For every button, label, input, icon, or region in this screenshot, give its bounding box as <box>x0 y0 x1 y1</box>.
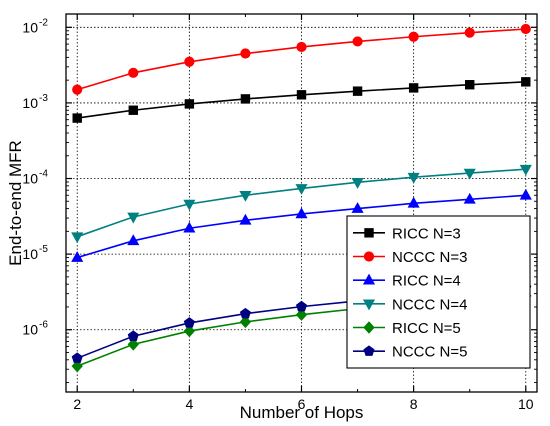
legend-box <box>346 215 531 369</box>
data-point <box>519 188 532 200</box>
data-point <box>127 212 140 224</box>
data-point <box>183 317 195 328</box>
legend-label: NCCC N=5 <box>392 344 467 361</box>
legend-item: RICC N=4 <box>353 273 461 290</box>
y-tick-label: 10 <box>22 95 38 111</box>
data-point <box>71 232 84 244</box>
data-point <box>407 172 420 184</box>
legend-label: NCCC N=4 <box>392 296 467 313</box>
data-point <box>463 168 476 180</box>
data-point <box>240 94 251 104</box>
data-point <box>352 36 363 47</box>
data-point <box>239 213 252 225</box>
data-point <box>184 56 195 67</box>
legend-label: RICC N=5 <box>392 320 461 337</box>
data-point <box>72 84 83 95</box>
legend-label: RICC N=4 <box>392 273 461 290</box>
data-point <box>464 27 475 38</box>
y-tick-label: 10 <box>22 171 38 187</box>
data-point <box>239 315 252 329</box>
data-point <box>240 48 251 59</box>
x-tick-label: 6 <box>298 396 306 412</box>
data-point <box>521 77 531 87</box>
legend-label: NCCC N=3 <box>392 249 467 266</box>
x-tick-label: 2 <box>73 396 81 412</box>
legend-marker <box>363 345 375 356</box>
data-point <box>127 234 140 246</box>
y-tick-label: 10 <box>22 246 38 262</box>
data-point <box>71 251 84 262</box>
legend-label: RICC N=3 <box>392 225 461 242</box>
y-tick-base: 10 <box>22 95 38 111</box>
data-point <box>72 113 82 123</box>
data-point <box>408 31 419 42</box>
legend-item: NCCC N=5 <box>353 344 467 361</box>
data-point <box>295 184 308 195</box>
data-point <box>296 90 307 100</box>
y-tick-base: 10 <box>22 322 38 338</box>
data-point <box>239 190 252 202</box>
data-point <box>519 164 532 176</box>
legend: RICC N=3 NCCC N=3 RICC N=4 NCCC N=4 RICC N=5… <box>346 215 531 369</box>
series-nccc-n-3 <box>72 23 531 95</box>
y-tick-exponent: -6 <box>39 320 48 331</box>
data-point <box>239 307 251 319</box>
data-point <box>71 359 83 373</box>
legend-marker <box>364 228 374 238</box>
y-tick-exponent: -4 <box>39 169 48 180</box>
data-point <box>408 83 419 93</box>
legend-item: NCCC N=3 <box>353 249 467 266</box>
data-point <box>351 178 364 189</box>
legend-marker <box>363 321 375 334</box>
legend-item: RICC N=3 <box>353 225 461 242</box>
data-point <box>128 105 138 115</box>
data-point <box>128 67 139 78</box>
series-ricc-n-3 <box>72 77 531 123</box>
data-point <box>183 221 196 233</box>
x-tick-label: 10 <box>518 396 534 412</box>
y-tick-exponent: -5 <box>39 244 48 255</box>
y-tick-label: 10 <box>22 322 38 338</box>
legend-marker <box>363 251 375 262</box>
data-point <box>295 308 308 321</box>
data-point <box>465 80 475 90</box>
data-point <box>351 202 364 213</box>
y-axis-title: End-to-end MFR <box>6 140 25 266</box>
data-point <box>520 23 531 35</box>
y-tick-base: 10 <box>22 19 38 35</box>
x-axis-title: Number of Hops <box>240 403 364 422</box>
data-point <box>295 207 308 219</box>
legend-marker <box>362 273 376 285</box>
y-tick-base: 10 <box>22 246 38 262</box>
data-point <box>183 324 196 338</box>
series-ricc-n-4 <box>71 188 532 262</box>
x-tick-label: 8 <box>410 396 418 412</box>
data-point <box>352 86 363 96</box>
data-point <box>71 352 83 363</box>
y-tick-exponent: -3 <box>39 93 48 104</box>
legend-item: NCCC N=4 <box>353 296 467 313</box>
legend-marker <box>362 299 376 311</box>
x-tick-label: 4 <box>185 396 193 412</box>
y-tick-label: 10 <box>22 19 38 35</box>
data-point <box>183 199 196 211</box>
y-tick-base: 10 <box>22 171 38 187</box>
grid <box>66 14 537 392</box>
data-point <box>127 338 139 351</box>
y-tick-exponent: -2 <box>39 17 48 28</box>
series-nccc-n-4 <box>71 164 532 244</box>
data-point <box>296 41 307 53</box>
data-point <box>295 300 308 312</box>
data-point <box>407 196 420 208</box>
data-point <box>184 99 195 109</box>
data-point <box>463 192 476 204</box>
data-point <box>127 330 139 341</box>
legend-item: RICC N=5 <box>353 320 461 337</box>
